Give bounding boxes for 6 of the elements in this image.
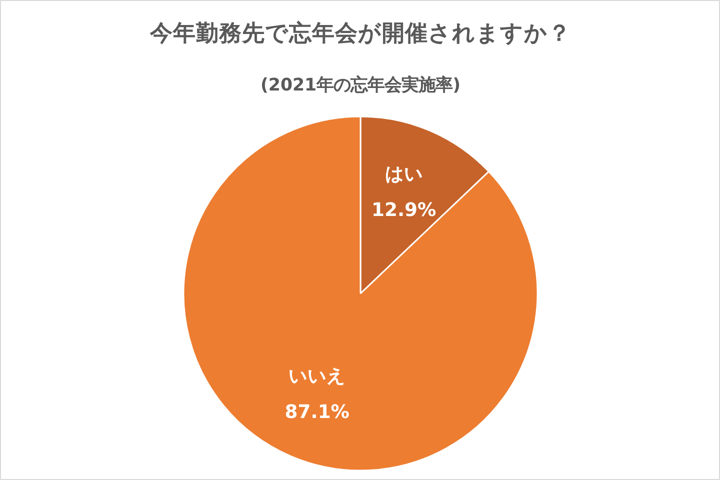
data-label: 12.9%	[372, 200, 437, 221]
chart-title: 今年勤務先で忘年会が開催されますか？	[149, 20, 571, 46]
slice-label: はい	[384, 164, 423, 185]
chart-subtitle: (2021年の忘年会実施率)	[260, 74, 461, 96]
slice-label: いいえ	[288, 366, 346, 388]
data-label: 87.1%	[284, 402, 350, 424]
